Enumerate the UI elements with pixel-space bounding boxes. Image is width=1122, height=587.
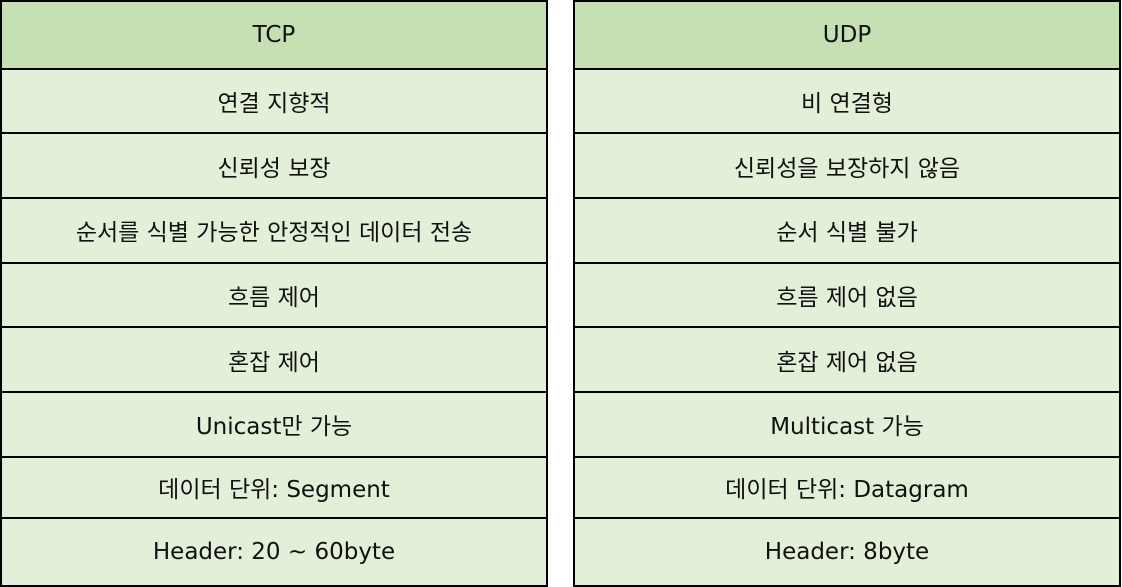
udp-header: UDP <box>573 0 1121 70</box>
tcp-cell-flow-control: 흐름 제어 <box>0 261 548 329</box>
udp-cell-flow-control: 흐름 제어 없음 <box>573 261 1121 329</box>
tcp-cell-reliability: 신뢰성 보장 <box>0 132 548 200</box>
udp-cell-ordering: 순서 식별 불가 <box>573 197 1121 264</box>
udp-cell-reliability: 신뢰성을 보장하지 않음 <box>573 132 1121 200</box>
udp-cell-header-size: Header: 8byte <box>573 517 1121 587</box>
udp-table: UDP 비 연결형 신뢰성을 보장하지 않음 순서 식별 불가 흐름 제어 없음… <box>573 0 1121 587</box>
tcp-cell-cast: Unicast만 가능 <box>0 391 548 458</box>
tcp-cell-header-size: Header: 20 ~ 60byte <box>0 517 548 587</box>
tcp-cell-congestion-control: 혼잡 제어 <box>0 326 548 394</box>
tcp-header: TCP <box>0 0 548 70</box>
tcp-cell-data-unit: 데이터 단위: Segment <box>0 455 548 520</box>
udp-cell-congestion-control: 혼잡 제어 없음 <box>573 326 1121 394</box>
tcp-table: TCP 연결 지향적 신뢰성 보장 순서를 식별 가능한 안정적인 데이터 전송… <box>0 0 548 587</box>
udp-cell-data-unit: 데이터 단위: Datagram <box>573 455 1121 520</box>
udp-cell-cast: Multicast 가능 <box>573 391 1121 458</box>
udp-cell-connection: 비 연결형 <box>573 67 1121 135</box>
tcp-cell-ordering: 순서를 식별 가능한 안정적인 데이터 전송 <box>0 197 548 264</box>
tcp-cell-connection: 연결 지향적 <box>0 67 548 135</box>
